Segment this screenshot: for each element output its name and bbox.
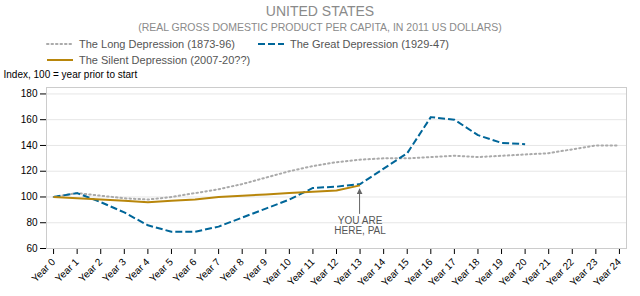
svg-text:Year 16: Year 16 xyxy=(402,256,435,289)
svg-text:Year 14: Year 14 xyxy=(355,256,388,289)
svg-text:Year 19: Year 19 xyxy=(473,256,506,289)
html-text:The Great Depression (1929-47): The Great Depression (1929-47) xyxy=(289,38,449,50)
svg-text:80: 80 xyxy=(26,217,38,228)
svg-text:Year 9: Year 9 xyxy=(241,256,270,285)
svg-text:60: 60 xyxy=(26,243,38,254)
svg-text:Index, 100 = year prior to sta: Index, 100 = year prior to start xyxy=(4,69,138,80)
svg-text:180: 180 xyxy=(21,88,38,99)
svg-text:Year 23: Year 23 xyxy=(567,256,600,289)
svg-text:Year 3: Year 3 xyxy=(100,256,128,284)
svg-text:Year 24: Year 24 xyxy=(591,256,623,288)
svg-text:Year 17: Year 17 xyxy=(426,256,459,289)
svg-text:Year 4: Year 4 xyxy=(124,256,152,284)
svg-text:Year 0: Year 0 xyxy=(29,256,57,284)
svg-text:Year 20: Year 20 xyxy=(496,256,529,289)
svg-text:Year 11: Year 11 xyxy=(285,256,317,288)
svg-text:Year 8: Year 8 xyxy=(218,256,246,284)
svg-text:Year 1: Year 1 xyxy=(53,256,81,284)
html-text:(REAL GROSS DOMESTIC PRODUCT P: (REAL GROSS DOMESTIC PRODUCT PER CAPITA,… xyxy=(138,21,502,33)
html-text:UNITED STATES: UNITED STATES xyxy=(265,3,375,19)
svg-text:100: 100 xyxy=(21,191,38,202)
svg-text:YOU AREHERE, PAL: YOU AREHERE, PAL xyxy=(334,215,386,236)
svg-text:Year 12: Year 12 xyxy=(308,256,341,289)
svg-text:Year 15: Year 15 xyxy=(379,256,411,289)
svg-text:120: 120 xyxy=(21,165,38,176)
svg-text:140: 140 xyxy=(21,140,38,151)
svg-text:Year 7: Year 7 xyxy=(194,256,222,284)
svg-text:Year 18: Year 18 xyxy=(449,256,482,289)
svg-text:Year 13: Year 13 xyxy=(331,256,364,289)
svg-text:Year 22: Year 22 xyxy=(544,256,576,289)
svg-text:Year 10: Year 10 xyxy=(261,256,293,289)
svg-text:Year 5: Year 5 xyxy=(147,256,175,284)
html-text:The Silent Depression (2007-20: The Silent Depression (2007-20??) xyxy=(79,54,251,66)
svg-text:Year 6: Year 6 xyxy=(171,256,199,284)
svg-text:Year 21: Year 21 xyxy=(520,256,553,289)
html-text:The Long Depression (1873-96): The Long Depression (1873-96) xyxy=(79,38,235,50)
svg-text:160: 160 xyxy=(21,114,38,125)
svg-text:Year 2: Year 2 xyxy=(76,256,104,284)
